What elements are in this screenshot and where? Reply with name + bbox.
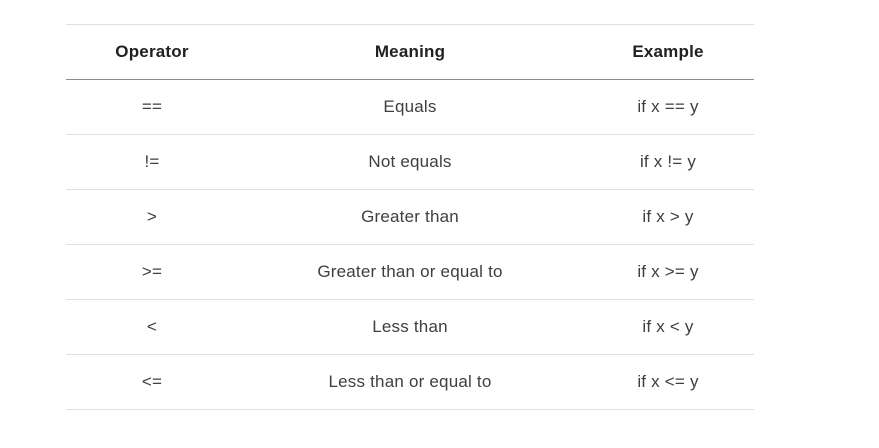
table-row: == Equals if x == y: [66, 79, 754, 135]
column-header-operator: Operator: [66, 24, 238, 80]
operator-cell: !=: [66, 134, 238, 190]
operator-cell: ==: [66, 79, 238, 135]
example-cell: if x > y: [582, 189, 754, 245]
meaning-cell: Less than or equal to: [238, 354, 582, 410]
example-cell: if x >= y: [582, 244, 754, 300]
meaning-cell: Greater than or equal to: [238, 244, 582, 300]
meaning-cell: Equals: [238, 79, 582, 135]
meaning-cell: Not equals: [238, 134, 582, 190]
operator-cell: <=: [66, 354, 238, 410]
operator-cell: >=: [66, 244, 238, 300]
comparison-operators-table: Operator Meaning Example == Equals if x …: [66, 24, 754, 410]
operator-cell: >: [66, 189, 238, 245]
example-cell: if x == y: [582, 79, 754, 135]
meaning-cell: Greater than: [238, 189, 582, 245]
operator-cell: <: [66, 299, 238, 355]
table-row: > Greater than if x > y: [66, 189, 754, 245]
table-row: < Less than if x < y: [66, 299, 754, 355]
table-row: >= Greater than or equal to if x >= y: [66, 244, 754, 300]
example-cell: if x <= y: [582, 354, 754, 410]
column-header-meaning: Meaning: [238, 24, 582, 80]
meaning-cell: Less than: [238, 299, 582, 355]
example-cell: if x != y: [582, 134, 754, 190]
operators-table-container: Operator Meaning Example == Equals if x …: [66, 24, 754, 410]
table-body: == Equals if x == y != Not equals if x !…: [66, 79, 754, 410]
table-row: <= Less than or equal to if x <= y: [66, 354, 754, 410]
example-cell: if x < y: [582, 299, 754, 355]
column-header-example: Example: [582, 24, 754, 80]
header-row: Operator Meaning Example: [66, 24, 754, 80]
table-row: != Not equals if x != y: [66, 134, 754, 190]
